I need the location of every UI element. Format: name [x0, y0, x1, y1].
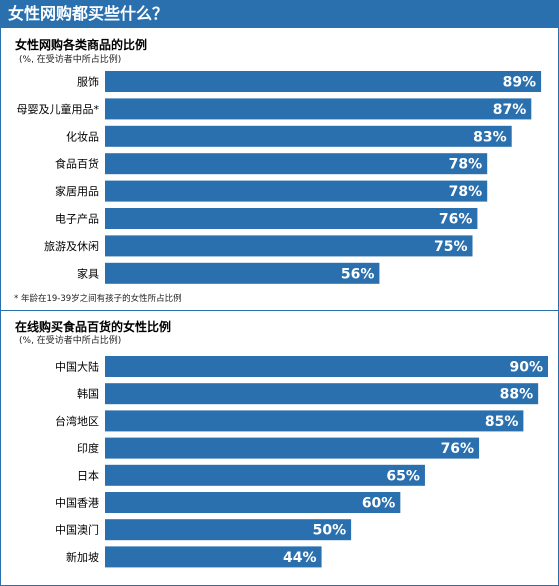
chart-categories: 服饰 89% 母婴及儿童用品* 87% 化妆品 83% 食品百货 78% 家居用品 78% 电子产品…	[17, 71, 542, 284]
category-label: 台湾地区	[55, 414, 99, 428]
bar-row: 化妆品 83%	[66, 125, 512, 147]
bar	[105, 98, 532, 120]
value-label: 85%	[485, 414, 519, 430]
bar	[105, 71, 542, 92]
category-label: 中国香港	[55, 497, 99, 510]
bar	[105, 492, 401, 513]
category-label: 家居用品	[55, 184, 99, 198]
bar-row: 服饰 89%	[77, 71, 542, 92]
bar-row: 印度 76%	[77, 437, 480, 459]
category-label: 中国大陆	[55, 360, 99, 374]
category-label: 母婴及儿童用品*	[17, 102, 100, 116]
bar	[105, 262, 380, 284]
bar-row: 母婴及儿童用品* 87%	[17, 98, 532, 120]
bar	[105, 125, 512, 147]
category-label: 服饰	[77, 75, 99, 89]
chart-title: 女性网购各类商品的比例	[15, 38, 148, 52]
value-label: 78%	[449, 184, 483, 200]
category-label: 旅游及休闲	[44, 239, 99, 253]
category-label: 电子产品	[55, 212, 99, 226]
value-label: 76%	[439, 212, 473, 228]
bar-row: 中国香港 60%	[55, 492, 401, 513]
value-label: 44%	[283, 550, 317, 566]
bar	[105, 410, 524, 432]
bar-row: 家居用品 78%	[55, 180, 488, 202]
category-label: 新加坡	[66, 550, 99, 564]
chart-subtitle: (%, 在受访者中所占比例)	[19, 55, 122, 65]
section-divider	[0, 310, 559, 311]
bar-row: 家具 56%	[77, 262, 380, 284]
page-title: 女性网购都买些什么？	[8, 4, 169, 23]
bar-row: 食品百货 78%	[55, 153, 488, 175]
bar	[105, 383, 539, 405]
value-label: 90%	[509, 360, 543, 376]
value-label: 88%	[500, 387, 534, 403]
category-label: 日本	[77, 468, 99, 482]
value-label: 50%	[313, 523, 347, 539]
bar-row: 日本 65%	[77, 464, 425, 486]
category-label: 化妆品	[66, 129, 99, 143]
bar-row: 旅游及休闲 75%	[44, 235, 473, 257]
bar	[105, 153, 488, 175]
value-label: 65%	[386, 468, 420, 484]
bar	[105, 546, 322, 568]
category-label: 中国澳门	[55, 523, 99, 537]
value-label: 78%	[449, 157, 483, 173]
category-label: 印度	[77, 441, 99, 455]
category-label: 食品百货	[55, 157, 99, 171]
chart-regions: 中国大陆 90% 韩国 88% 台湾地区 85% 印度 76% 日本 65% 中国香港 60% 中国澳门…	[55, 356, 548, 568]
bar	[105, 356, 548, 377]
value-label: 89%	[503, 75, 537, 91]
bar	[105, 235, 473, 257]
value-label: 75%	[434, 239, 468, 255]
value-label: 87%	[493, 102, 527, 118]
chart-footnote: * 年龄在19-39岁之间有孩子的女性所占比例	[14, 294, 182, 304]
bar	[105, 464, 425, 486]
bar	[105, 437, 480, 459]
title-banner: 女性网购都买些什么？	[0, 0, 559, 28]
category-label: 家具	[77, 266, 99, 280]
bar	[105, 519, 352, 541]
bar	[105, 208, 478, 229]
bar-row: 韩国 88%	[77, 383, 539, 405]
chart-panel-regions: 在线购买食品百货的女性比例 (%, 在受访者中所占比例) 中国大陆 90% 韩国 88…	[1, 313, 558, 585]
category-label: 韩国	[77, 387, 99, 401]
bar-row: 电子产品 76%	[55, 208, 478, 229]
value-label: 83%	[473, 129, 507, 145]
bar-row: 中国澳门 50%	[55, 519, 352, 541]
chart-title: 在线购买食品百货的女性比例	[15, 320, 172, 334]
chart-panel-categories: 女性网购各类商品的比例 (%, 在受访者中所占比例) 服饰 89% 母婴及儿童用品*…	[1, 28, 558, 290]
value-label: 76%	[441, 441, 475, 457]
bar	[105, 180, 488, 202]
value-label: 60%	[362, 496, 396, 512]
value-label: 56%	[341, 266, 375, 282]
bar-row: 中国大陆 90%	[55, 356, 548, 377]
chart-subtitle: (%, 在受访者中所占比例)	[19, 336, 122, 346]
bar-row: 台湾地区 85%	[55, 410, 524, 432]
bar-row: 新加坡 44%	[66, 546, 322, 568]
